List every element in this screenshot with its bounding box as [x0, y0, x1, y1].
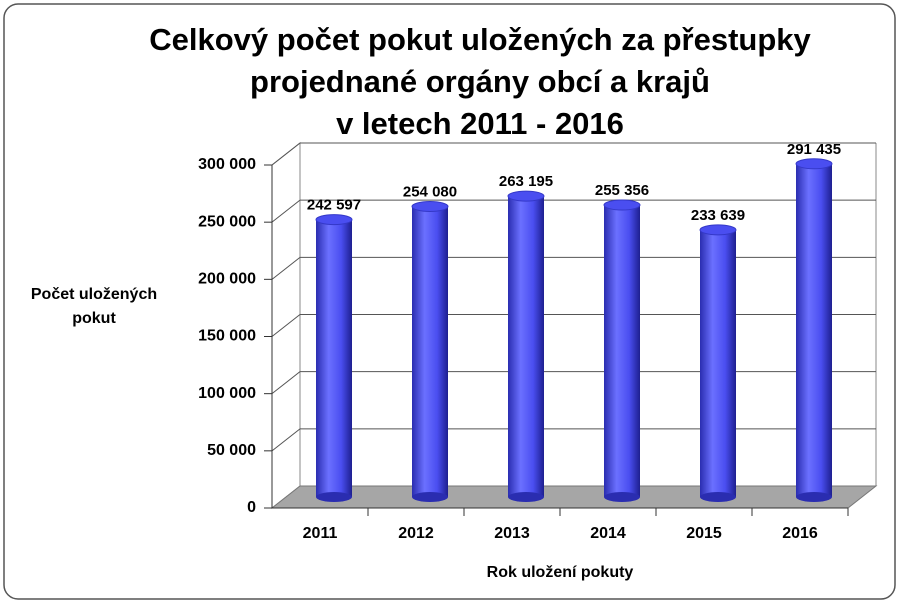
bar-top	[603, 199, 641, 211]
grid-line	[271, 314, 876, 337]
bar-top	[411, 201, 449, 213]
bar-top	[699, 224, 737, 236]
bar	[604, 205, 640, 497]
data-label: 242 597	[307, 197, 361, 214]
data-label: 254 080	[403, 183, 457, 200]
chart-title: Celkový počet pokut uložených za přestup…	[149, 22, 811, 57]
grid-line	[271, 428, 876, 452]
floor	[270, 485, 878, 509]
bar	[700, 229, 736, 497]
y-tick-label: 250 000	[198, 213, 256, 230]
x-tick-label: 2014	[590, 525, 626, 542]
x-tick-label: 2011	[303, 525, 338, 542]
x-tick-label: 2016	[782, 525, 818, 542]
bar-top	[795, 158, 833, 170]
y-tick-label: 50 000	[207, 442, 256, 459]
bar-base	[412, 492, 448, 502]
y-tick-label: 100 000	[198, 385, 256, 402]
bar-base	[796, 492, 832, 502]
data-label: 233 639	[691, 207, 745, 224]
grid-line	[271, 371, 876, 395]
data-label: 263 195	[499, 173, 553, 190]
data-label: 255 356	[595, 182, 649, 199]
bar-base	[604, 492, 640, 502]
bar	[316, 219, 352, 497]
y-tick-label: 0	[247, 499, 256, 516]
x-axis-label: Rok uložení pokuty	[487, 564, 634, 581]
bar	[412, 206, 448, 497]
x-tick-label: 2012	[398, 525, 434, 542]
bar	[796, 163, 832, 497]
grid-line	[271, 256, 876, 280]
frame	[3, 3, 896, 600]
bar-base	[700, 492, 736, 502]
grid-line	[271, 199, 876, 223]
title: Celkový počet pokut uložených za přestup…	[149, 22, 811, 141]
bar-top	[315, 214, 353, 226]
bar	[508, 196, 544, 497]
grid-line	[271, 142, 876, 166]
bar-base	[316, 492, 352, 502]
y-tick-label: 300 000	[198, 156, 256, 173]
bar-top	[507, 190, 545, 202]
bar-base	[508, 492, 544, 502]
x-tick-label: 2013	[494, 525, 530, 542]
chart-title: projednané orgány obcí a krajů	[250, 64, 710, 99]
y-axis-label: Počet uložených pokut	[30, 286, 158, 327]
x-tick-label: 2015	[686, 525, 722, 542]
y-tick-label: 200 000	[198, 271, 256, 288]
y-tick-label: 150 000	[198, 328, 256, 345]
chart-title: v letech 2011 - 2016	[336, 106, 624, 141]
data-label: 291 435	[787, 141, 841, 158]
